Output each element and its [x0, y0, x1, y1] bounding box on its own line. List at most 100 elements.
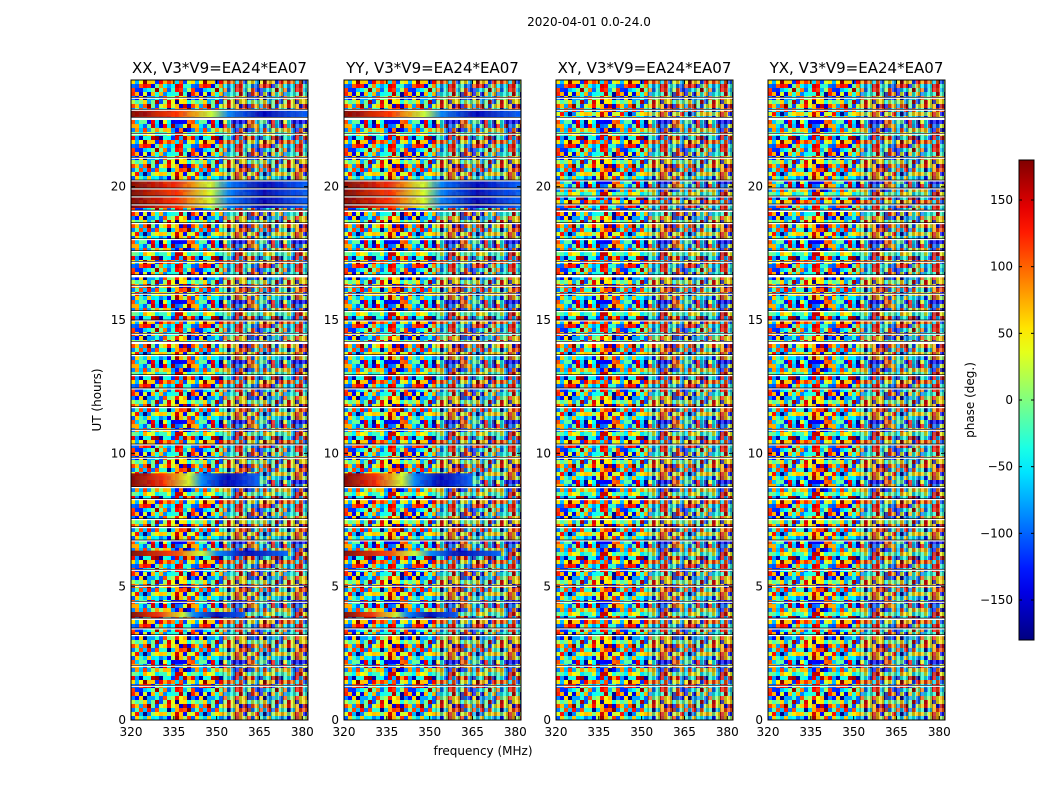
panel-heatmap — [131, 80, 308, 720]
panel-title: XY, V3*V9=EA24*EA07 — [558, 59, 732, 77]
x-tick-label: 380 — [928, 725, 951, 739]
x-tick-label: 320 — [757, 725, 780, 739]
x-tick-label: 380 — [716, 725, 739, 739]
flagged-gap — [131, 222, 308, 225]
flagged-gap — [131, 628, 308, 630]
flagged-gap — [768, 585, 945, 587]
flagged-gap — [556, 569, 733, 571]
x-tick-label: 365 — [248, 725, 271, 739]
flagged-gap — [556, 196, 733, 198]
flagged-gap — [131, 274, 308, 278]
flagged-gap — [131, 457, 308, 459]
flagged-gap — [556, 133, 733, 135]
flagged-gap — [768, 444, 945, 446]
heatmap-fringes — [859, 80, 945, 720]
flagged-gap — [344, 540, 521, 542]
flagged-gap — [556, 180, 733, 182]
flagged-gap — [344, 486, 521, 489]
colorbar-label: phase (deg.) — [963, 362, 977, 438]
coherent-band — [131, 473, 260, 487]
flagged-gap — [768, 374, 945, 377]
flagged-gap — [344, 518, 521, 521]
flagged-gap — [344, 222, 521, 225]
x-tick-label: 350 — [418, 725, 441, 739]
panel-xy: XY, V3*V9=EA24*EA07 320 335 350 365 380 0 5 10 15… — [536, 59, 739, 739]
colorbar-tick-label: −100 — [980, 526, 1013, 540]
flagged-gap — [768, 97, 945, 99]
flagged-gap — [131, 196, 308, 198]
flagged-gap — [344, 634, 521, 637]
figure-suptitle: 2020-04-01 0.0-24.0 — [527, 15, 651, 29]
colorbar-tick-label: −150 — [980, 593, 1013, 607]
coherent-band — [131, 181, 308, 208]
flagged-gap — [131, 333, 308, 335]
flagged-gap — [556, 685, 733, 687]
flagged-gap — [556, 274, 733, 278]
flagged-gap — [344, 429, 521, 431]
panel-title: YX, V3*V9=EA24*EA07 — [769, 59, 944, 77]
flagged-gap — [556, 204, 733, 206]
flagged-gap — [131, 486, 308, 489]
panel-heatmap — [344, 80, 521, 720]
flagged-gap — [344, 238, 521, 241]
y-tick-label: 5 — [118, 580, 126, 594]
y-tick-label: 15 — [536, 313, 551, 327]
colorbar-tick-label: 150 — [990, 193, 1013, 207]
flagged-gap — [768, 486, 945, 489]
x-tick-label: 380 — [504, 725, 527, 739]
flagged-gap — [768, 310, 945, 313]
coherent-band — [344, 550, 502, 556]
flagged-gap — [344, 457, 521, 459]
colorbar-tick-label: −50 — [988, 460, 1013, 474]
heatmap-fringes — [435, 80, 521, 720]
colorbar: 150 100 50 0 −50 −100 −150 — [980, 159, 1035, 641]
flagged-gap — [556, 618, 733, 620]
flagged-gap — [131, 406, 308, 409]
flagged-gap — [344, 569, 521, 571]
flagged-gap — [344, 261, 521, 263]
y-tick-label: 0 — [118, 713, 126, 727]
y-tick-label: 10 — [111, 446, 126, 460]
flagged-gap — [344, 210, 521, 212]
x-axis-label: frequency (MHz) — [433, 744, 532, 758]
flagged-gap — [768, 261, 945, 263]
flagged-gap — [768, 429, 945, 431]
y-tick-label: 0 — [331, 713, 339, 727]
flagged-gap — [344, 601, 521, 603]
flagged-gap — [768, 238, 945, 241]
flagged-gap — [768, 526, 945, 529]
flagged-gap — [344, 498, 521, 501]
flagged-gap — [131, 354, 308, 357]
flagged-gap — [768, 320, 945, 322]
x-tick-label: 320 — [333, 725, 356, 739]
flagged-gap — [131, 634, 308, 637]
flagged-gap — [556, 634, 733, 637]
panel-xx: XX, V3*V9=EA24*EA07 320 335 350 365 380 0 5 10 15… — [111, 59, 314, 739]
flagged-gap — [768, 341, 945, 344]
flagged-gap — [131, 341, 308, 344]
flagged-gap — [556, 444, 733, 446]
flagged-gap — [556, 310, 733, 313]
flagged-gap — [556, 320, 733, 322]
flagged-gap — [768, 601, 945, 603]
flagged-gap — [131, 97, 308, 99]
flagged-gap — [556, 354, 733, 357]
flagged-gap — [556, 457, 733, 459]
y-tick-label: 20 — [111, 180, 126, 194]
flagged-gap — [556, 97, 733, 99]
flagged-gap — [131, 601, 308, 603]
flagged-gap — [556, 526, 733, 529]
heatmap-fringes — [647, 80, 733, 720]
panels-group: XX, V3*V9=EA24*EA07 320 335 350 365 380 0 5 10 15… — [111, 59, 951, 739]
flagged-gap — [131, 518, 308, 521]
flagged-gap — [131, 540, 308, 542]
flagged-gap — [344, 333, 521, 335]
flagged-gap — [344, 585, 521, 587]
flagged-gap — [131, 238, 308, 241]
flagged-gap — [131, 261, 308, 263]
coherent-band — [131, 550, 289, 556]
panel-frame — [343, 79, 522, 721]
y-tick-label: 0 — [543, 713, 551, 727]
y-tick-label: 20 — [324, 180, 339, 194]
